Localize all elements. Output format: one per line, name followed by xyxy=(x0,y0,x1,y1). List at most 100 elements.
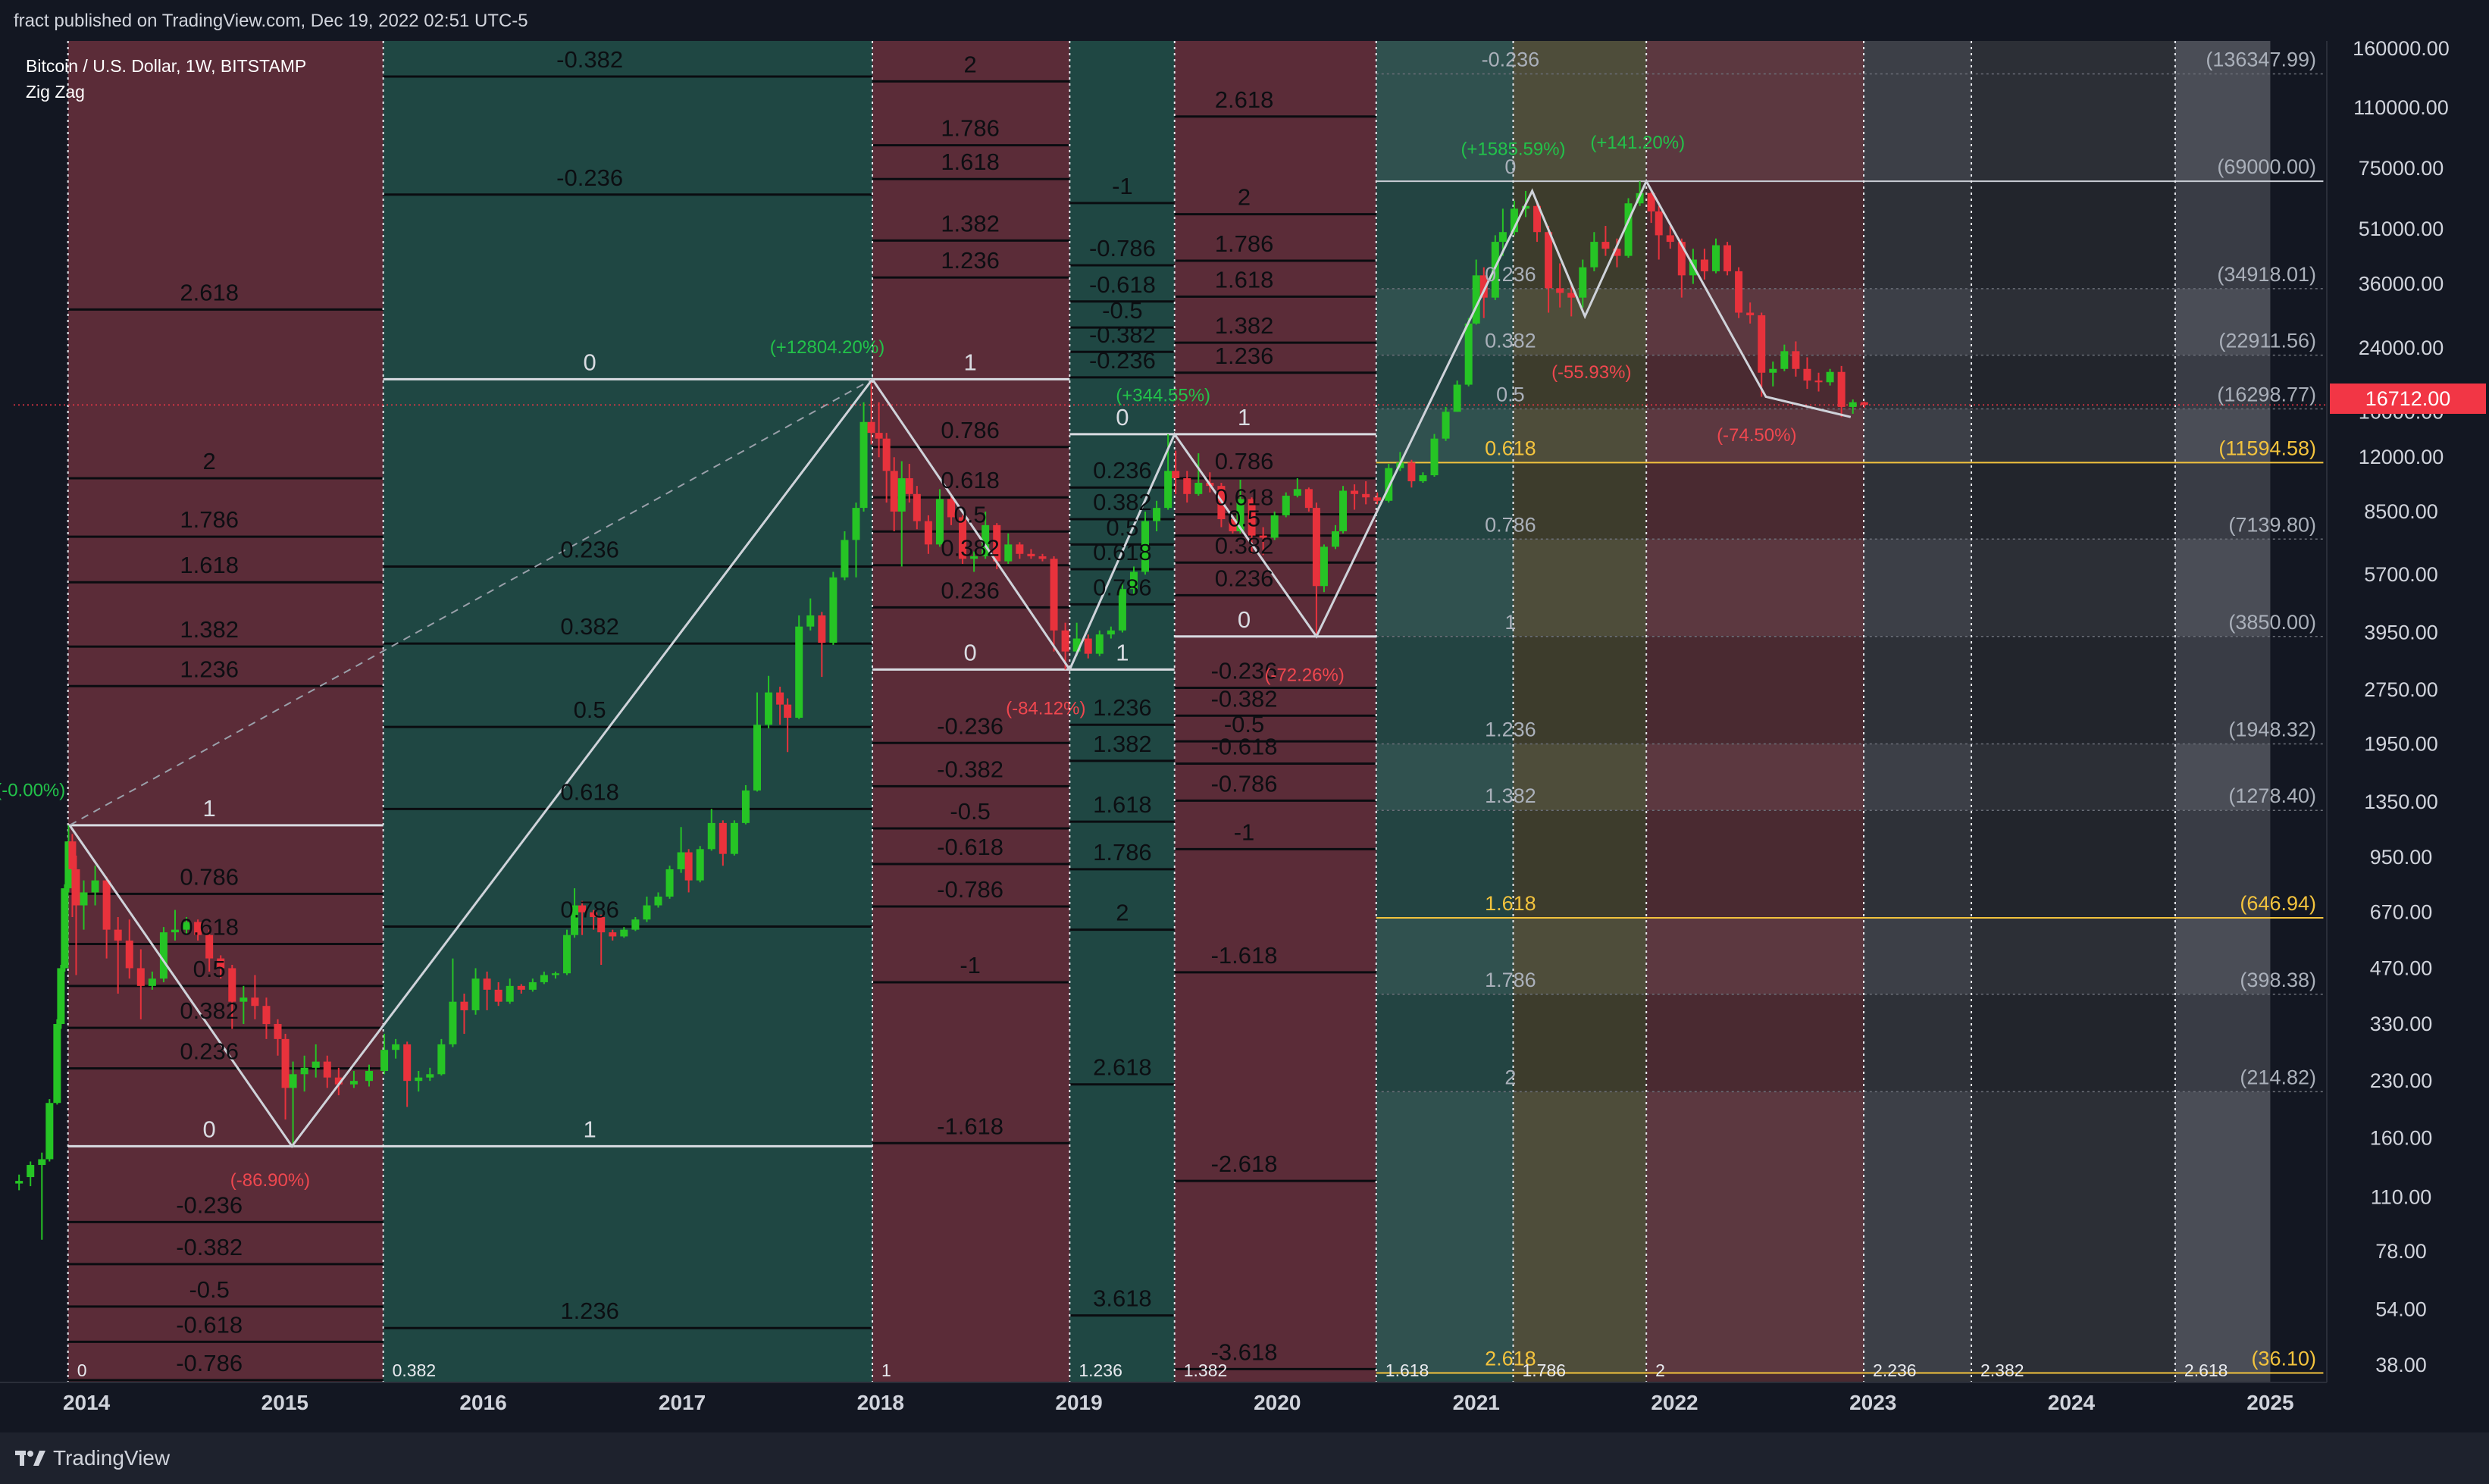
fib-level-label: 0.236 xyxy=(941,577,1000,603)
candle xyxy=(61,884,69,972)
large-fib-band xyxy=(1971,1091,2175,1373)
candle xyxy=(875,402,883,458)
candle-body xyxy=(795,626,803,718)
fib-level-label: 1.236 xyxy=(1093,694,1152,721)
fib-zone-2 xyxy=(872,41,1070,1382)
candle-body xyxy=(1521,205,1529,209)
large-fib-band xyxy=(1864,744,1972,811)
label-layer: 2.61821.7861.6181.3821.23610.7860.6180.5… xyxy=(0,46,2316,1380)
candle xyxy=(806,598,815,631)
large-fib-label: 0.5 xyxy=(1496,383,1525,405)
candle-body xyxy=(1735,271,1743,313)
candle xyxy=(1270,511,1279,540)
candle-body xyxy=(905,477,913,494)
candle xyxy=(91,866,99,906)
candle-body xyxy=(1385,468,1393,501)
candle-body xyxy=(1826,371,1834,383)
large-fib-label: -0.236 xyxy=(1482,48,1540,70)
large-fib-price-label: (214.82) xyxy=(2240,1066,2316,1088)
fib-level-label: 3.618 xyxy=(1093,1285,1152,1312)
large-fib-band xyxy=(1376,288,1514,355)
candle-body xyxy=(91,880,99,893)
candle xyxy=(643,896,651,922)
candle-body xyxy=(867,421,875,434)
candle xyxy=(1118,583,1126,633)
fib-level-label: 2 xyxy=(203,448,216,474)
price-tick-label: 330.00 xyxy=(2370,1013,2433,1035)
candle xyxy=(620,927,628,938)
large-fib-band xyxy=(1513,810,1647,918)
large-fib-band xyxy=(1376,994,1514,1092)
candle-body xyxy=(1107,630,1115,635)
candle-body xyxy=(1533,205,1542,233)
zone-layer xyxy=(14,41,2327,1382)
fib-level-label: 1.786 xyxy=(180,506,239,533)
candle-body xyxy=(506,985,514,1002)
large-fib-band xyxy=(1513,1091,1647,1373)
fib-level-label: -0.5 xyxy=(1224,711,1264,737)
fib-line-layer xyxy=(14,41,2327,1382)
candle xyxy=(1095,630,1104,656)
large-fib-band xyxy=(1513,409,1647,463)
candle-body xyxy=(72,869,80,906)
candle-body xyxy=(57,968,65,1025)
price-tick-label: 3950.00 xyxy=(2364,621,2438,643)
candle-body xyxy=(1601,242,1610,249)
candle-body xyxy=(334,1077,343,1085)
fib-level-label: 1 xyxy=(1116,639,1129,665)
candle xyxy=(1107,626,1115,639)
candle-body xyxy=(1129,571,1138,590)
candle-body xyxy=(483,978,491,990)
candle xyxy=(1129,566,1138,596)
candle xyxy=(905,464,913,503)
large-fib-price-label: (3850.00) xyxy=(2228,611,2316,634)
tradingview-logo[interactable]: TradingView xyxy=(15,1446,170,1470)
fib-level-label: 0.618 xyxy=(180,913,239,940)
candle-body xyxy=(875,433,883,439)
candle xyxy=(1758,312,1766,397)
fib-level-label: -0.236 xyxy=(937,712,1003,739)
fib-level-label: 0.618 xyxy=(941,467,1000,493)
price-chart[interactable]: 2.61821.7861.6181.3821.23610.7860.6180.5… xyxy=(0,41,2489,1432)
candle-body xyxy=(1849,402,1857,407)
fib-level-label: 1.382 xyxy=(1215,312,1274,339)
fib-level-label: 1.382 xyxy=(1093,731,1152,757)
candle xyxy=(677,827,685,873)
large-fib-band xyxy=(1513,288,1647,355)
candle-body xyxy=(1479,275,1488,298)
candle-body xyxy=(993,524,1001,562)
large-fib-band xyxy=(1864,1373,1972,1382)
candle-body xyxy=(300,1067,308,1075)
time-axis: 2014 2015 2016 2017 2018 2019 2020 2021 2022 2023… xyxy=(0,1382,2489,1432)
indicator-name[interactable]: Zig Zag xyxy=(26,82,85,102)
large-fib-band xyxy=(1646,744,1864,811)
candle xyxy=(1860,401,1868,409)
candle xyxy=(784,698,792,753)
large-fib-band xyxy=(1376,917,1514,994)
fib-level-label: 0.786 xyxy=(1215,448,1274,474)
price-tick-label: 12000.00 xyxy=(2359,446,2444,468)
candle-body xyxy=(380,1050,389,1072)
candle xyxy=(859,402,868,512)
candle-body xyxy=(897,477,906,512)
candle xyxy=(897,461,906,567)
candle xyxy=(217,955,225,979)
year-tick-label: 2022 xyxy=(1651,1391,1698,1414)
symbol-title[interactable]: Bitcoin / U.S. Dollar, 1W, BITSTAMP xyxy=(26,56,307,76)
candle xyxy=(460,994,468,1035)
candle-body xyxy=(841,540,849,578)
candle-body xyxy=(1769,368,1777,373)
candle xyxy=(1385,464,1393,503)
large-fib-band xyxy=(1971,409,2175,463)
large-fib-band xyxy=(1971,462,2175,540)
candle xyxy=(765,675,773,729)
fib-level-label: -2.618 xyxy=(1211,1151,1278,1177)
candle-body xyxy=(1172,471,1180,478)
publish-note: fract published on TradingView.com, Dec … xyxy=(14,11,528,31)
large-fib-band xyxy=(1864,181,1972,289)
candle-body xyxy=(643,905,651,920)
candle-body xyxy=(1248,499,1256,536)
candle-body xyxy=(251,997,259,1007)
candle-body xyxy=(1472,275,1480,324)
candle xyxy=(1442,406,1450,441)
